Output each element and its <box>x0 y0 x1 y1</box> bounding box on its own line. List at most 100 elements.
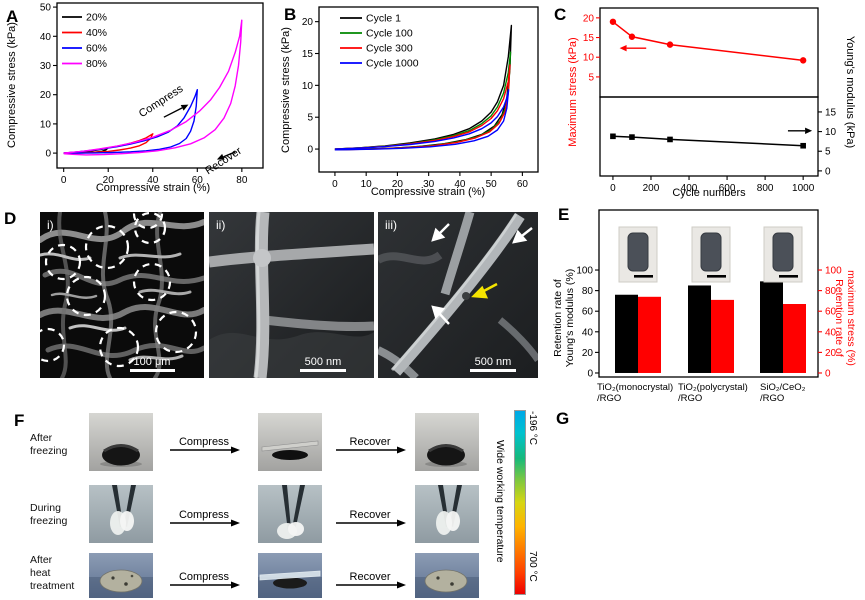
y-tick-label: 60 <box>582 307 594 318</box>
legend-label: 80% <box>86 58 107 70</box>
temperature-colorbar <box>514 410 526 595</box>
annotation-arrow-head <box>805 127 813 135</box>
frozen-sample <box>120 511 134 531</box>
sample-compressed <box>272 450 308 460</box>
compress-arrow-head <box>231 446 240 454</box>
x-tick-label: 30 <box>423 179 435 190</box>
category-label: /RGO <box>760 393 784 404</box>
row-label: freezing <box>30 515 68 527</box>
y-tick-label: 50 <box>40 3 52 14</box>
chart-retention-bars: 0 0 20 20 40 40 60 60 80 80 100 100 TiO₂(monocrystal… <box>552 209 857 404</box>
bar-max-stress <box>783 304 806 373</box>
x-tick-label: 200 <box>643 183 660 194</box>
data-marker <box>628 33 636 40</box>
frozen-sample <box>446 511 460 531</box>
compress-label: Compress <box>179 509 230 521</box>
series-path <box>63 133 154 154</box>
recover-label: Recover <box>350 571 391 583</box>
legend-label: 60% <box>86 43 107 55</box>
data-marker <box>667 136 673 143</box>
compress-arrow-head <box>231 581 240 589</box>
y-tick-label: 15 <box>583 33 595 44</box>
annotation-text: Recover <box>203 145 244 178</box>
annotation-arrow-head <box>619 44 627 52</box>
x-tick-label: 40 <box>454 179 466 190</box>
scale-bar-label: 500 nm <box>475 356 512 368</box>
press-plate <box>261 440 319 452</box>
category-label: /RGO <box>597 393 621 404</box>
glass-plate <box>259 570 321 581</box>
inset-sample-cylinder <box>627 232 649 272</box>
y-axis-label-right: Young's modulus (kPa) <box>844 36 856 148</box>
y-tick-label-right: 0 <box>825 368 831 379</box>
photo-during-freezing-recovered <box>415 485 479 543</box>
sem-image-welded-fibers: 500 nm iii) <box>378 212 538 378</box>
y-tick-label-right: 100 <box>825 266 842 277</box>
row-labels: After freezing During freezing After hea… <box>30 432 74 592</box>
panel-label-c: C <box>554 5 567 24</box>
sample-highlight <box>428 444 464 453</box>
recover-label: Recover <box>350 509 391 521</box>
sample-speckle <box>124 582 128 586</box>
inset-scale-bar <box>707 275 726 278</box>
sem-sublabel: i) <box>47 218 54 232</box>
y-tick-label: 10 <box>825 127 837 138</box>
series-path <box>334 24 513 151</box>
process-arrows: Compress Recover Compress Recover Compre… <box>170 436 406 589</box>
sample-compressed <box>273 577 307 589</box>
y-tick-label: 20 <box>302 17 314 28</box>
x-tick-label: 40 <box>147 175 159 186</box>
y-tick-label: 20 <box>583 13 595 24</box>
compress-arrow-head <box>231 519 240 527</box>
tweezers-prong <box>282 485 291 531</box>
row-label: After <box>30 432 53 444</box>
compress-label: Compress <box>179 571 230 583</box>
y-tick-label: 100 <box>576 266 593 277</box>
x-tick-label: 0 <box>61 175 67 186</box>
y-tick-label: 10 <box>583 53 595 64</box>
y-tick-label: 5 <box>588 72 594 83</box>
weld-notch <box>462 292 470 300</box>
inset-sample-cylinder <box>700 232 722 272</box>
y-tick-label: 30 <box>40 61 52 72</box>
pore-circle <box>84 224 130 270</box>
data-marker <box>629 134 635 140</box>
legend-label: Cycle 1 <box>366 13 401 25</box>
y-tick-label: 20 <box>582 348 594 359</box>
legend-label: 20% <box>86 12 107 24</box>
y-tick-label: 0 <box>45 149 51 160</box>
row-label: treatment <box>30 580 74 592</box>
data-marker <box>799 57 807 64</box>
y-axis-label-right: Retention rate of <box>833 279 845 357</box>
photo-after-heat-compressed <box>258 553 322 598</box>
y-axis-label: Maximum stress (kPa) <box>567 37 579 146</box>
tweezers-prong <box>292 485 305 531</box>
colorbar-title: Wide working temperature <box>494 440 506 563</box>
y-tick-label: 15 <box>825 107 837 118</box>
y-tick-label-right: 60 <box>825 307 837 318</box>
fiber <box>378 251 443 265</box>
axis-frame <box>599 7 819 98</box>
sample <box>102 444 140 466</box>
series-path <box>334 64 511 151</box>
row-label: During <box>30 502 61 514</box>
chart-stress-modulus-vs-cycles: 5 10 15 20 Maximum stress (kPa) 0 200 400 600 800… <box>567 7 856 199</box>
x-tick-label: 600 <box>719 183 736 194</box>
fiber-highlight <box>254 212 261 378</box>
white-arrow-head <box>431 227 446 242</box>
photo-sequence-panel: After freezing During freezing After hea… <box>30 413 479 598</box>
photo-after-freezing <box>89 413 153 471</box>
fiber <box>263 315 374 332</box>
y-tick-label: 0 <box>587 368 593 379</box>
category-label: TiO₂(polycrystal) <box>678 382 748 393</box>
pore-circle <box>98 326 140 368</box>
fiber-highlight <box>390 213 518 371</box>
y-axis-label: Compressive stress (kPa) <box>280 27 292 153</box>
annotation-text: Compress <box>137 83 186 121</box>
panel-label-b: B <box>284 5 297 24</box>
fiber <box>497 317 538 362</box>
sample <box>424 569 468 593</box>
legend-label: Cycle 1000 <box>366 58 419 70</box>
panel-label-g: G <box>556 409 570 428</box>
sem-image-porous-network: 100 μm i) <box>40 212 204 378</box>
